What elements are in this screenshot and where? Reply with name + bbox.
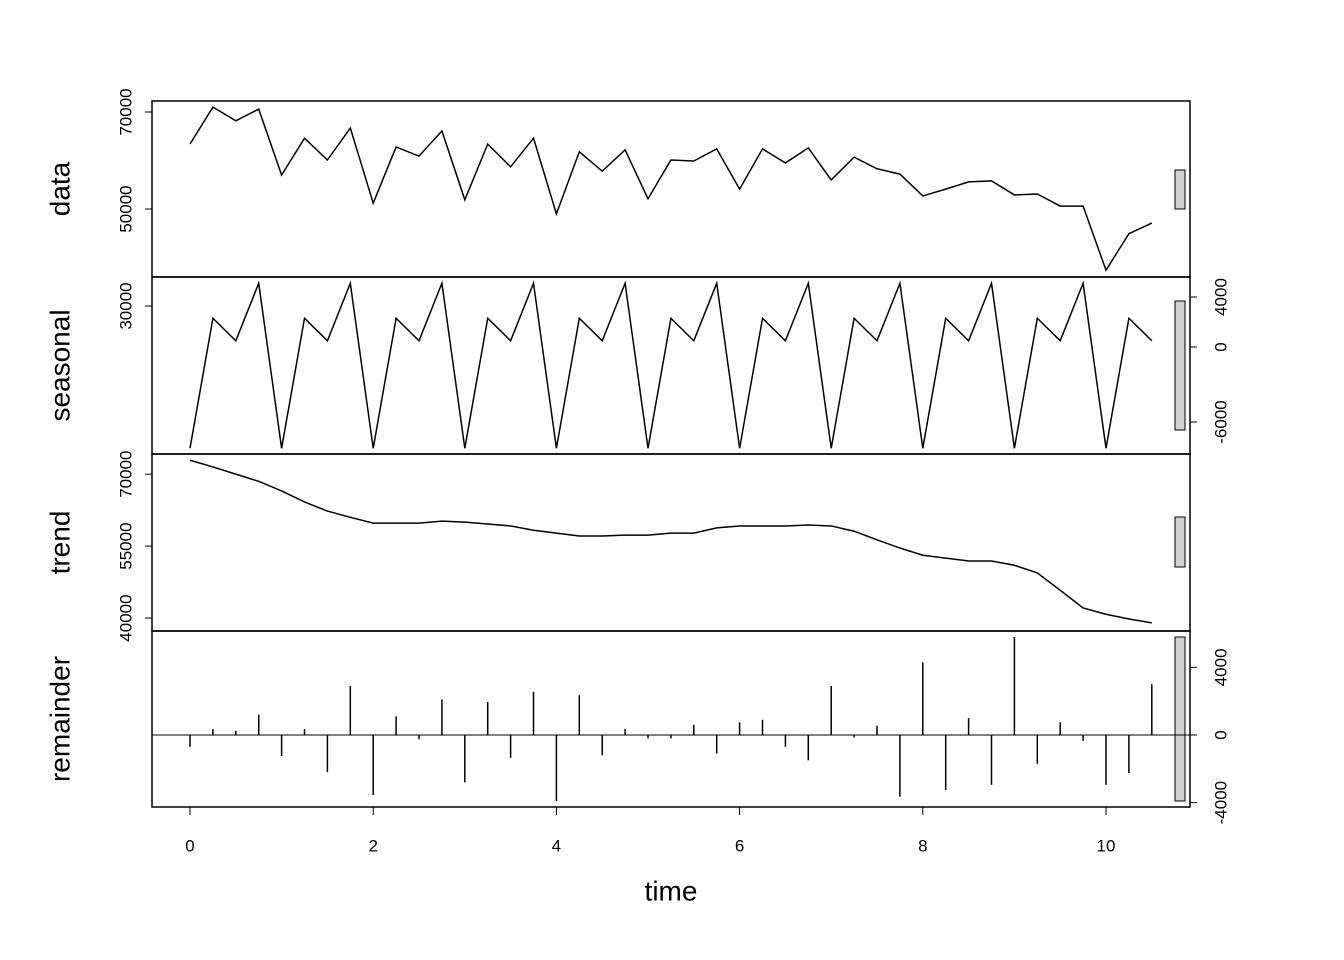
y-tick-label: -4000 bbox=[1211, 781, 1230, 824]
series-line bbox=[189, 280, 1153, 449]
y-tick-label: 40000 bbox=[116, 594, 135, 641]
x-axis-title: time bbox=[645, 875, 698, 906]
y-tick-label: 55000 bbox=[116, 522, 135, 569]
panel-frame bbox=[151, 453, 1191, 632]
scale-bar bbox=[1174, 636, 1186, 802]
y-tick-label: 50000 bbox=[116, 185, 135, 232]
panel-frame bbox=[151, 100, 1191, 278]
scale-bar bbox=[1174, 300, 1186, 431]
scale-bars bbox=[1174, 169, 1186, 802]
panel-frame bbox=[151, 276, 1191, 455]
y-tick-label: 4000 bbox=[1211, 648, 1230, 686]
y-axis-title: seasonal bbox=[44, 309, 75, 421]
y-tick-label: 70000 bbox=[116, 451, 135, 498]
y-tick-label: 4000 bbox=[1211, 278, 1230, 316]
y-tick-label: 30000 bbox=[116, 282, 135, 329]
y-axis-title: data bbox=[44, 161, 75, 216]
scale-bar bbox=[1174, 516, 1186, 568]
series-line bbox=[189, 106, 1153, 272]
x-tick-label: 10 bbox=[1097, 836, 1116, 855]
x-tick-label: 4 bbox=[552, 836, 561, 855]
y-axis-title: trend bbox=[44, 511, 75, 575]
y-tick-label: -6000 bbox=[1211, 400, 1230, 443]
series-line bbox=[189, 459, 1152, 624]
x-tick-label: 8 bbox=[918, 836, 927, 855]
y-tick-label: 0 bbox=[1211, 342, 1230, 351]
x-tick-label: 6 bbox=[735, 836, 744, 855]
y-tick-label: 70000 bbox=[116, 88, 135, 135]
x-tick-label: 2 bbox=[368, 836, 377, 855]
panel-frame bbox=[151, 630, 1191, 808]
y-axis-title: remainder bbox=[44, 656, 75, 782]
x-tick-label: 0 bbox=[185, 836, 194, 855]
y-tick-label: 0 bbox=[1211, 730, 1230, 739]
scale-bar bbox=[1174, 169, 1186, 210]
